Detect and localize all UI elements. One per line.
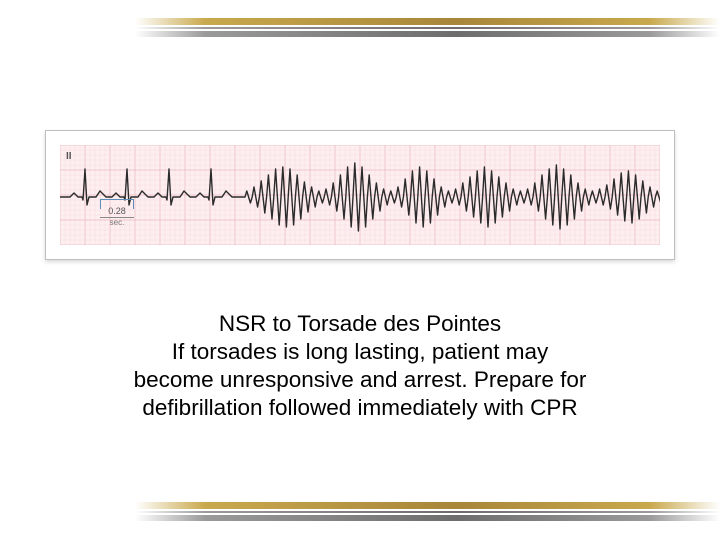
caption-line-1: NSR to Torsade des Pointes: [219, 311, 501, 336]
interval-value: 0.28: [100, 206, 134, 218]
ecg-strip: II 0.28 sec.: [60, 145, 660, 245]
caption-line-2: If torsades is long lasting, patient may: [172, 339, 548, 364]
lead-label: II: [66, 151, 72, 162]
caption-line-4: defibrillation followed immediately with…: [142, 395, 577, 420]
top-decor-bar: [135, 18, 720, 38]
caption-block: NSR to Torsade des Pointes If torsades i…: [85, 310, 635, 423]
interval-readout: 0.28 sec.: [100, 206, 134, 227]
caption-line-3: become unresponsive and arrest. Prepare …: [134, 367, 587, 392]
ecg-figure: II 0.28 sec.: [45, 130, 675, 260]
bottom-decor-bar: [135, 502, 720, 522]
interval-unit: sec.: [100, 218, 134, 227]
ecg-svg: [60, 145, 660, 245]
